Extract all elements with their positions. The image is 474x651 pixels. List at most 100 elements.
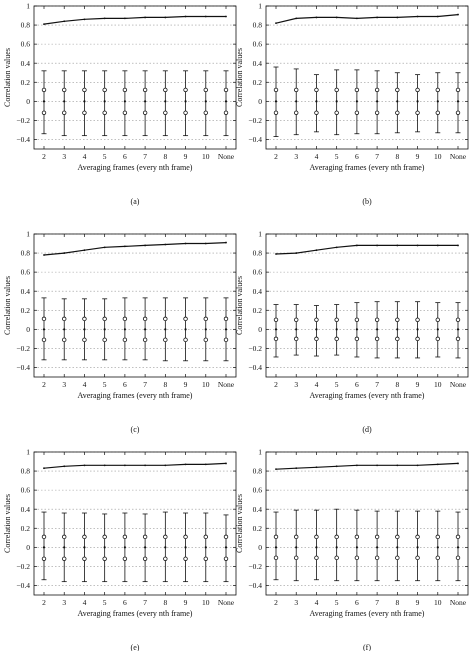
x-tick-label: 10 xyxy=(434,152,442,161)
line-point xyxy=(355,464,358,467)
upper-point xyxy=(395,534,400,540)
center-point xyxy=(184,546,187,549)
y-tick-label: −0.4 xyxy=(248,135,262,144)
x-axis-title: Averaging frames (every nth frame) xyxy=(78,391,193,400)
lower-point xyxy=(334,336,339,342)
y-tick-label: 1 xyxy=(26,448,30,457)
y-axis-title: Correlation values xyxy=(235,494,244,553)
lower-point xyxy=(142,110,148,115)
x-tick-label: 2 xyxy=(42,380,46,389)
x-tick-label: 3 xyxy=(62,380,66,389)
line-point xyxy=(355,244,358,247)
center-point xyxy=(42,100,46,103)
x-tick-label: None xyxy=(218,598,235,607)
x-tick-label: 6 xyxy=(355,152,359,161)
y-tick-label: 0 xyxy=(26,543,30,552)
lower-point xyxy=(334,110,339,115)
x-tick-label: 7 xyxy=(143,152,147,161)
line-point xyxy=(103,464,106,467)
lower-point xyxy=(435,555,440,561)
upper-point xyxy=(314,87,319,93)
center-point xyxy=(164,328,167,331)
y-tick-label: 0.6 xyxy=(253,40,263,49)
x-tick-label: 2 xyxy=(274,598,278,607)
y-tick-label: −0.4 xyxy=(16,363,30,372)
panel-label: (f) xyxy=(363,643,371,651)
x-tick-label: 8 xyxy=(163,152,167,161)
x-axis-title: Averaging frames (every nth frame) xyxy=(78,163,193,172)
x-tick-label: 5 xyxy=(103,152,107,161)
center-point xyxy=(274,100,278,103)
center-point xyxy=(315,100,318,103)
x-tick-label: 2 xyxy=(274,380,278,389)
line-point xyxy=(315,466,318,469)
center-point xyxy=(295,328,298,331)
upper-point xyxy=(273,317,279,322)
y-tick-label: 1 xyxy=(26,230,30,239)
line-point xyxy=(144,16,147,19)
center-point xyxy=(144,100,147,103)
line-point xyxy=(164,16,167,19)
x-tick-label: 9 xyxy=(184,152,188,161)
x-tick-label: 10 xyxy=(434,598,442,607)
center-point xyxy=(436,546,439,549)
lower-point xyxy=(203,110,208,115)
plot-frame xyxy=(33,5,237,150)
x-tick-label: 7 xyxy=(375,152,379,161)
y-axis-title: Correlation values xyxy=(235,276,244,335)
x-tick-label: 3 xyxy=(294,598,298,607)
x-axis-title: Averaging frames (every nth frame) xyxy=(78,609,193,618)
upper-point xyxy=(294,534,299,540)
x-tick-label: 10 xyxy=(202,598,210,607)
y-tick-label: 0.4 xyxy=(21,287,31,296)
lower-point xyxy=(223,110,229,115)
line-point xyxy=(436,15,439,18)
panel-label: (e) xyxy=(131,643,140,651)
lower-point xyxy=(354,555,360,561)
x-tick-label: 7 xyxy=(375,598,379,607)
upper-point xyxy=(122,316,128,322)
x-tick-label: None xyxy=(450,598,467,607)
x-tick-label: 5 xyxy=(335,152,339,161)
center-point xyxy=(355,100,358,103)
upper-point xyxy=(203,316,208,322)
upper-point xyxy=(415,534,420,540)
y-tick-label: −0.2 xyxy=(16,116,30,125)
y-tick-label: 0.2 xyxy=(21,306,31,315)
center-point xyxy=(184,100,187,103)
chart-panel: −0.4 −0.2 0 0.2 0.4 0.6 0.8 1 2 3 4 5 6 7 8 9 10 None Aver… xyxy=(3,2,237,206)
lower-point xyxy=(374,336,380,342)
upper-point xyxy=(374,87,380,93)
line-point xyxy=(144,244,147,247)
lower-point xyxy=(415,336,420,342)
lower-point xyxy=(122,337,128,343)
upper-point xyxy=(294,87,299,93)
x-tick-label: 4 xyxy=(83,598,87,607)
panel-label: (b) xyxy=(362,197,372,206)
line-point xyxy=(376,16,379,19)
x-tick-label: 10 xyxy=(202,152,210,161)
y-tick-label: 0.8 xyxy=(21,467,31,476)
line-point xyxy=(457,462,459,465)
upper-point xyxy=(435,534,440,540)
plot-frame xyxy=(33,233,237,378)
upper-point xyxy=(435,317,440,322)
center-point xyxy=(315,328,318,331)
center-point xyxy=(204,100,207,103)
upper-point xyxy=(62,534,67,540)
upper-point xyxy=(435,87,440,93)
center-point xyxy=(355,328,358,331)
line-point xyxy=(275,468,277,471)
center-point xyxy=(355,546,358,549)
line-point xyxy=(295,252,298,254)
center-point xyxy=(123,328,126,331)
upper-point xyxy=(334,87,339,93)
line-point xyxy=(225,241,227,244)
x-tick-label: 5 xyxy=(103,598,107,607)
x-tick-label: 9 xyxy=(416,598,420,607)
line-point xyxy=(204,15,207,18)
lower-point xyxy=(455,110,461,115)
line-point xyxy=(43,467,45,470)
y-tick-label: 0.6 xyxy=(253,268,263,277)
